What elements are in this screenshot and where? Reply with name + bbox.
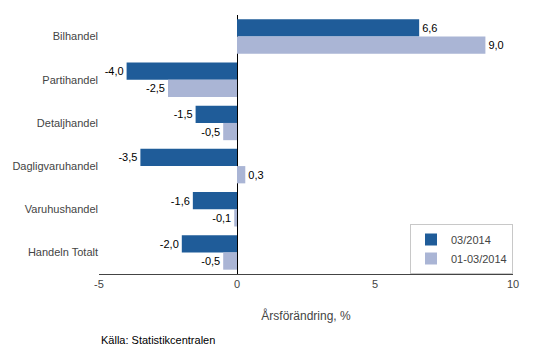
svg-text:Bilhandel: Bilhandel <box>53 30 98 42</box>
svg-text:-0,1: -0,1 <box>212 212 231 224</box>
svg-text:6,6: 6,6 <box>422 22 437 34</box>
svg-text:9,0: 9,0 <box>488 39 503 51</box>
svg-text:Årsförändring, %: Årsförändring, % <box>261 308 351 323</box>
svg-text:0,3: 0,3 <box>248 169 263 181</box>
svg-text:10: 10 <box>507 278 519 290</box>
svg-text:-2,5: -2,5 <box>146 82 165 94</box>
svg-text:-4,0: -4,0 <box>105 65 124 77</box>
svg-text:-1,5: -1,5 <box>174 108 193 120</box>
svg-text:Handeln Totalt: Handeln Totalt <box>28 246 98 258</box>
svg-text:5: 5 <box>372 278 378 290</box>
svg-text:03/2014: 03/2014 <box>451 234 491 246</box>
svg-text:Varuhushandel: Varuhushandel <box>25 203 98 215</box>
svg-text:-1,6: -1,6 <box>171 195 190 207</box>
svg-text:-3,5: -3,5 <box>118 151 137 163</box>
svg-text:-5: -5 <box>94 278 104 290</box>
svg-text:-0,5: -0,5 <box>201 255 220 267</box>
svg-text:-2,0: -2,0 <box>160 238 179 250</box>
svg-text:01-03/2014: 01-03/2014 <box>451 253 507 265</box>
svg-text:Partihandel: Partihandel <box>42 74 98 86</box>
svg-text:Källa: Statistikcentralen: Källa: Statistikcentralen <box>101 334 215 346</box>
svg-text:0: 0 <box>234 278 240 290</box>
svg-text:-0,5: -0,5 <box>201 126 220 138</box>
svg-text:Detaljhandel: Detaljhandel <box>37 117 98 129</box>
svg-text:Dagligvaruhandel: Dagligvaruhandel <box>12 160 98 172</box>
